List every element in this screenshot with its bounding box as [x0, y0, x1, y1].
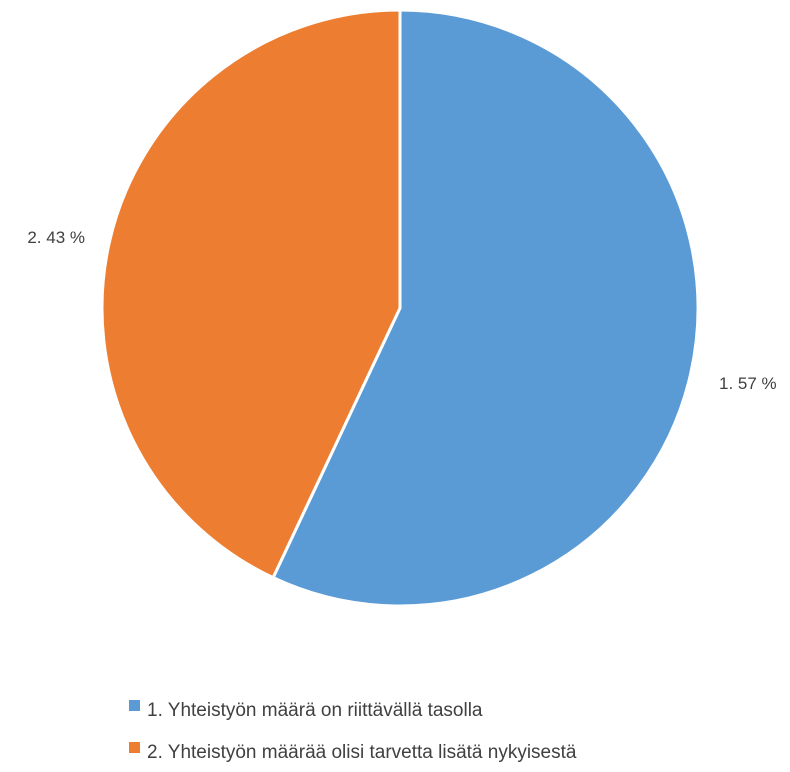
- pie-slice-2[interactable]: [100, 8, 402, 580]
- data-label-slice-2: 2. 43 %: [27, 228, 85, 247]
- pie-data-labels: 1. 57 % 2. 43 %: [27, 228, 776, 393]
- data-label-slice-1: 1. 57 %: [719, 374, 777, 393]
- pie-slices: [100, 8, 700, 608]
- legend-swatch-1: [129, 700, 140, 711]
- pie-slice-1[interactable]: [271, 8, 700, 608]
- legend-item-2[interactable]: 2. Yhteistyön määrää olisi tarvetta lisä…: [129, 742, 577, 763]
- legend-item-1[interactable]: 1. Yhteistyön määrä on riittävällä tasol…: [129, 700, 483, 721]
- legend-swatch-2: [129, 742, 140, 753]
- legend-label-2: 2. Yhteistyön määrää olisi tarvetta lisä…: [147, 742, 577, 763]
- legend-label-1: 1. Yhteistyön määrä on riittävällä tasol…: [147, 700, 483, 721]
- legend: 1. Yhteistyön määrä on riittävällä tasol…: [129, 700, 577, 763]
